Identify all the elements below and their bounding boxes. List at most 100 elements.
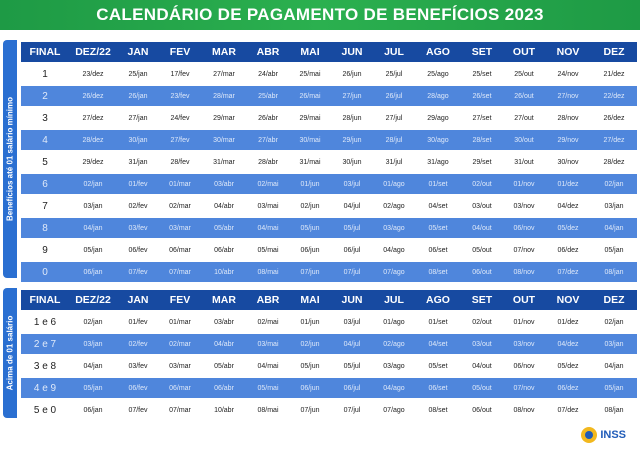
- payment-date-cell: 06/mar: [159, 240, 201, 260]
- column-header: AGO: [415, 42, 461, 62]
- payment-date-cell: 06/dez: [545, 240, 591, 260]
- column-header: ABR: [247, 42, 289, 62]
- payment-date-cell: 06/out: [461, 262, 503, 282]
- payment-date-cell: 02/mai: [247, 174, 289, 194]
- payment-date-cell: 06/mar: [159, 378, 201, 398]
- table-row: 2 26/dez 26/jan 23/fev 28/mar 25/abr 26/mai 27/…: [21, 86, 637, 106]
- payment-date-cell: 04/abr: [201, 334, 247, 354]
- final-digit-cell: 2: [21, 86, 69, 106]
- payment-date-cell: 26/jun: [331, 64, 373, 84]
- payment-date-cell: 27/fev: [159, 130, 201, 150]
- payment-date-cell: 06/nov: [503, 356, 545, 376]
- table-row: 3 27/dez 27/jan 24/fev 29/mar 26/abr 29/mai 28/…: [21, 108, 637, 128]
- table-row: 0 06/jan 07/fev 07/mar 10/abr 08/mai 07/jun 07/…: [21, 262, 637, 282]
- payment-date-cell: 31/mai: [289, 152, 331, 172]
- payment-date-cell: 26/mai: [289, 86, 331, 106]
- final-digit-cell: 1: [21, 64, 69, 84]
- payment-date-cell: 05/abr: [201, 218, 247, 238]
- payment-date-cell: 28/nov: [545, 108, 591, 128]
- payment-date-cell: 02/jun: [289, 196, 331, 216]
- payment-date-cell: 03/mar: [159, 356, 201, 376]
- payment-date-cell: 07/ago: [373, 400, 415, 420]
- payment-date-cell: 02/out: [461, 174, 503, 194]
- inss-logo-text: INSS: [600, 429, 626, 441]
- payment-date-cell: 07/jul: [331, 262, 373, 282]
- payment-date-cell: 30/out: [503, 130, 545, 150]
- payment-date-cell: 28/dez: [69, 130, 117, 150]
- payment-date-cell: 03/abr: [201, 174, 247, 194]
- payment-date-cell: 04/out: [461, 356, 503, 376]
- column-header: FEV: [159, 290, 201, 310]
- payment-date-cell: 27/dez: [69, 108, 117, 128]
- section-side-label: Acima de 01 salário: [5, 315, 15, 391]
- payment-date-cell: 30/jun: [331, 152, 373, 172]
- payment-date-cell: 05/dez: [545, 218, 591, 238]
- column-header: DEZ: [591, 290, 637, 310]
- table-row: 1 e 6 02/jan 01/fev 01/mar 03/abr 02/mai 01/ju…: [21, 312, 637, 332]
- payment-date-cell: 08/mai: [247, 262, 289, 282]
- payment-date-cell: 23/dez: [69, 64, 117, 84]
- payment-date-cell: 29/ago: [415, 108, 461, 128]
- payment-date-cell: 26/set: [461, 86, 503, 106]
- final-digit-cell: 0: [21, 262, 69, 282]
- payment-date-cell: 25/jul: [373, 64, 415, 84]
- payment-date-cell: 03/jan: [69, 334, 117, 354]
- payment-date-cell: 10/abr: [201, 400, 247, 420]
- table-row: 4 e 9 05/jan 06/fev 06/mar 06/abr 05/mai 06/ju…: [21, 378, 637, 398]
- payment-date-cell: 01/mar: [159, 312, 201, 332]
- payment-date-cell: 02/fev: [117, 196, 159, 216]
- payment-date-cell: 06/jun: [289, 240, 331, 260]
- payment-date-cell: 31/jul: [373, 152, 415, 172]
- payment-date-cell: 06/abr: [201, 240, 247, 260]
- payment-date-cell: 02/jan: [69, 312, 117, 332]
- payment-date-cell: 25/out: [503, 64, 545, 84]
- final-digit-cell: 3 e 8: [21, 356, 69, 376]
- payment-date-cell: 06/jan: [69, 262, 117, 282]
- payment-date-cell: 07/nov: [503, 378, 545, 398]
- payment-table-acima-um-salario: FINAL DEZ/22 JAN FEV MAR ABR MAI JUN JUL AGO SET OU…: [21, 288, 637, 422]
- payment-date-cell: 28/set: [461, 130, 503, 150]
- final-digit-cell: 6: [21, 174, 69, 194]
- payment-date-cell: 06/jul: [331, 378, 373, 398]
- table-row: 9 05/jan 06/fev 06/mar 06/abr 05/mai 06/jun 06/…: [21, 240, 637, 260]
- payment-date-cell: 08/set: [415, 400, 461, 420]
- payment-date-cell: 03/out: [461, 196, 503, 216]
- payment-date-cell: 25/set: [461, 64, 503, 84]
- payment-date-cell: 26/dez: [69, 86, 117, 106]
- column-header: JUL: [373, 290, 415, 310]
- payment-date-cell: 06/abr: [201, 378, 247, 398]
- payment-date-cell: 30/ago: [415, 130, 461, 150]
- payment-date-cell: 27/abr: [247, 130, 289, 150]
- final-digit-cell: 5 e 0: [21, 400, 69, 420]
- payment-date-cell: 04/out: [461, 218, 503, 238]
- payment-date-cell: 02/mar: [159, 196, 201, 216]
- payment-date-cell: 29/nov: [545, 130, 591, 150]
- payment-date-cell: 06/jan: [69, 400, 117, 420]
- payment-date-cell: 07/dez: [545, 262, 591, 282]
- payment-date-cell: 26/abr: [247, 108, 289, 128]
- final-digit-cell: 3: [21, 108, 69, 128]
- payment-date-cell: 01/dez: [545, 312, 591, 332]
- payment-date-cell: 07/nov: [503, 240, 545, 260]
- column-header: MAI: [289, 42, 331, 62]
- payment-date-cell: 17/fev: [159, 64, 201, 84]
- payment-date-cell: 01/nov: [503, 312, 545, 332]
- payment-date-cell: 07/fev: [117, 400, 159, 420]
- payment-date-cell: 29/set: [461, 152, 503, 172]
- payment-date-cell: 02/jan: [591, 174, 637, 194]
- payment-date-cell: 02/jan: [591, 312, 637, 332]
- payment-date-cell: 28/abr: [247, 152, 289, 172]
- payment-date-cell: 03/nov: [503, 196, 545, 216]
- payment-date-cell: 28/jun: [331, 108, 373, 128]
- payment-date-cell: 10/abr: [201, 262, 247, 282]
- payment-date-cell: 02/mai: [247, 312, 289, 332]
- final-digit-cell: 4 e 9: [21, 378, 69, 398]
- payment-date-cell: 31/ago: [415, 152, 461, 172]
- payment-date-cell: 05/jun: [289, 356, 331, 376]
- column-header: JAN: [117, 42, 159, 62]
- payment-date-cell: 07/mar: [159, 262, 201, 282]
- payment-date-cell: 06/set: [415, 240, 461, 260]
- page-title: CALENDÁRIO DE PAGAMENTO DE BENEFÍCIOS 20…: [96, 5, 544, 24]
- table-row: 3 e 8 04/jan 03/fev 03/mar 05/abr 04/mai 05/ju…: [21, 356, 637, 376]
- payment-date-cell: 22/dez: [591, 86, 637, 106]
